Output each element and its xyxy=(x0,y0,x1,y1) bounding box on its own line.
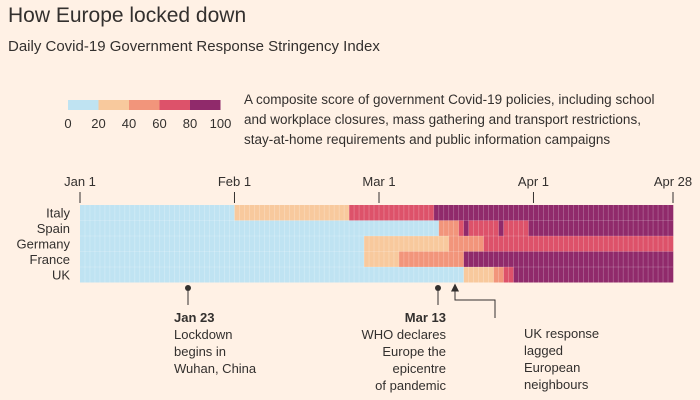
heat-cell-italy xyxy=(234,205,350,221)
row-label-france: France xyxy=(30,252,70,267)
annotation-text: WHO declares xyxy=(361,327,446,342)
annotation-text: Europe the xyxy=(382,344,446,359)
heat-cell-france xyxy=(364,251,400,267)
heat-cell-germany xyxy=(448,236,484,252)
annotation-text: of pandemic xyxy=(375,378,446,393)
annotation-text-uk: neighbours xyxy=(524,377,589,392)
chart-title: How Europe locked down xyxy=(8,4,247,27)
heat-cell-germany xyxy=(483,236,509,252)
annotation-text: Lockdown xyxy=(174,327,233,342)
annotation-text-uk: lagged xyxy=(524,343,563,358)
annotation-text-uk: UK response xyxy=(524,326,599,341)
x-tick-label: Apr 1 xyxy=(518,174,549,189)
heat-cell-uk xyxy=(463,267,494,283)
row-label-germany: Germany xyxy=(17,237,71,252)
annotation-dot xyxy=(185,285,191,291)
heat-cell-spain xyxy=(503,220,529,236)
heat-cell-italy xyxy=(349,205,435,221)
annotation-text-uk: European xyxy=(524,360,580,375)
heat-cell-france xyxy=(398,251,465,267)
legend-description: A composite score of government Covid-19… xyxy=(244,92,655,147)
heat-cell-uk xyxy=(503,267,514,283)
x-tick-label: Feb 1 xyxy=(218,174,251,189)
legend-swatch-1 xyxy=(68,100,99,110)
chart-subtitle: Daily Covid-19 Government Response Strin… xyxy=(8,38,380,55)
heat-cell-germany xyxy=(364,236,450,252)
heat-cell-spain xyxy=(528,220,674,236)
heat-cell-uk xyxy=(493,267,504,283)
annotation-dot xyxy=(435,285,441,291)
heat-cell-france xyxy=(463,251,674,267)
heat-cell-france xyxy=(80,251,365,267)
heat-cell-germany xyxy=(508,236,674,252)
annotation-date: Mar 13 xyxy=(405,310,446,325)
x-tick-label: Mar 1 xyxy=(362,174,395,189)
legend-swatch-2 xyxy=(98,100,129,110)
heat-cell-uk xyxy=(513,267,674,283)
annotation-text: epicentre xyxy=(393,361,446,376)
heat-cell-uk xyxy=(80,267,465,283)
annotation-date: Jan 23 xyxy=(174,310,214,325)
row-label-uk: UK xyxy=(52,268,70,283)
heat-cell-spain xyxy=(468,220,499,236)
heat-cell-italy xyxy=(80,205,235,221)
legend-tick: 60 xyxy=(152,116,166,131)
row-label-spain: Spain xyxy=(37,221,70,236)
legend-tick: 40 xyxy=(122,116,136,131)
row-label-italy: Italy xyxy=(46,206,70,221)
legend-swatch-3 xyxy=(129,100,160,110)
legend-swatch-4 xyxy=(159,100,190,110)
heat-cell-spain xyxy=(438,220,460,236)
heat-cell-italy xyxy=(433,205,674,221)
heat-cell-spain xyxy=(80,220,440,236)
legend-tick: 80 xyxy=(183,116,197,131)
legend-tick: 100 xyxy=(210,116,232,131)
annotation-text: begins in xyxy=(174,344,226,359)
x-tick-label: Jan 1 xyxy=(64,174,96,189)
legend-swatch-5 xyxy=(190,100,221,110)
annotation-line-uk xyxy=(454,284,496,318)
heat-cell-germany xyxy=(80,236,365,252)
heat-cell-spain xyxy=(498,220,504,236)
annotation-arrowhead-uk xyxy=(451,283,459,292)
legend-tick: 20 xyxy=(91,116,105,131)
heat-cell-spain xyxy=(458,220,465,236)
heat-cell-spain xyxy=(463,220,469,236)
legend-tick: 0 xyxy=(64,116,71,131)
annotation-text: Wuhan, China xyxy=(174,361,257,376)
x-tick-label: Apr 28 xyxy=(654,174,692,189)
